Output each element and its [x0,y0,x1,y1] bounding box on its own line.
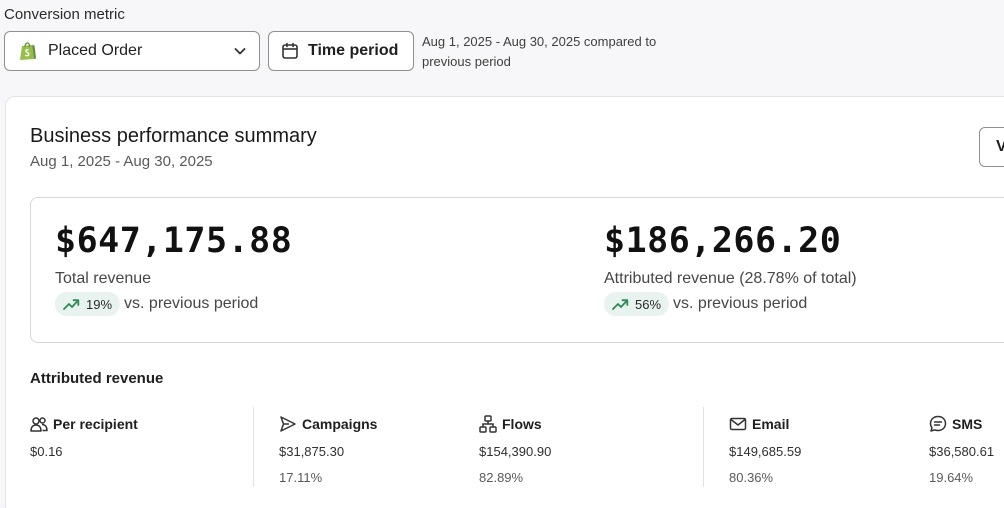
view-button[interactable]: V [979,127,1004,167]
metric-value: Placed Order [48,42,143,59]
stat-sms: SMS $36,580.61 19.64% [929,415,994,485]
stat-value: $31,875.30 [279,444,345,459]
attributed-revenue-label: Attributed revenue (28.78% of total) [604,270,857,287]
attributed-revenue-kpi: $186,266.20 Attributed revenue (28.78% o… [604,220,857,316]
time-period-label: Time period [308,42,399,59]
total-revenue-label: Total revenue [55,270,152,287]
stat-per-recipient: Per recipient $0.16 [30,415,138,459]
stat-label: SMS [952,416,983,432]
time-period-button[interactable]: Time period [268,31,414,71]
trending-up-icon [63,298,80,311]
stat-value: $149,685.59 [729,444,802,459]
conversion-metric-label: Conversion metric [4,6,125,23]
stat-percentage: 80.36% [729,470,774,485]
comparison-label: vs. previous period [673,295,808,312]
total-revenue-amount: $647,175.88 [55,221,293,261]
total-revenue-kpi: $647,175.88 Total revenue 19% vs. previo… [55,220,292,316]
stat-campaigns: Campaigns $31,875.30 17.11% [279,415,377,485]
stat-flows: Flows $154,390.90 82.89% [479,415,551,485]
comparison-label: vs. previous period [124,295,259,312]
business-performance-card: Business performance summary Aug 1, 2025… [5,96,1004,508]
revenue-summary-box: $647,175.88 Total revenue 19% vs. previo… [30,197,1004,343]
stat-value: $154,390.90 [479,444,552,459]
stat-percentage: 19.64% [929,470,974,485]
stat-percentage: 17.11% [279,470,323,485]
sms-icon [929,415,947,433]
flow-icon [479,415,497,433]
attributed-revenue-delta: 56% vs. previous period [604,292,857,316]
date-range-line-2: previous period [422,54,511,69]
card-date: Aug 1, 2025 - Aug 30, 2025 [30,153,213,170]
date-range-line-1: Aug 1, 2025 - Aug 30, 2025 compared to [422,34,657,49]
trending-up-icon [612,298,629,311]
conversion-metric-select[interactable]: Placed Order [4,31,260,71]
stat-value: $36,580.61 [929,444,995,459]
attributed-revenue-amount: $186,266.20 [604,221,842,261]
delta-badge: 19% [55,292,121,316]
divider [253,407,254,487]
total-revenue-delta: 19% vs. previous period [55,292,292,316]
mail-icon [729,415,747,433]
stat-label: Campaigns [302,416,378,432]
stat-label: Flows [502,416,542,432]
stat-email: Email $149,685.59 80.36% [729,415,801,485]
chevron-down-icon [233,44,247,58]
stat-label: Per recipient [53,416,138,432]
stat-percentage: 82.89% [479,470,524,485]
attributed-revenue-title: Attributed revenue [30,370,164,387]
card-title: Business performance summary [30,125,317,147]
stat-label: Email [752,416,790,432]
delta-value: 56% [635,296,662,312]
stat-value: $0.16 [30,444,63,459]
shopify-icon [19,41,37,61]
date-range-text: Aug 1, 2025 - Aug 30, 2025 compared to p… [422,32,692,72]
calendar-icon [281,42,299,60]
delta-value: 19% [86,296,113,312]
send-icon [279,415,297,433]
divider [703,407,704,487]
people-icon [30,415,48,433]
delta-badge: 56% [604,292,670,316]
